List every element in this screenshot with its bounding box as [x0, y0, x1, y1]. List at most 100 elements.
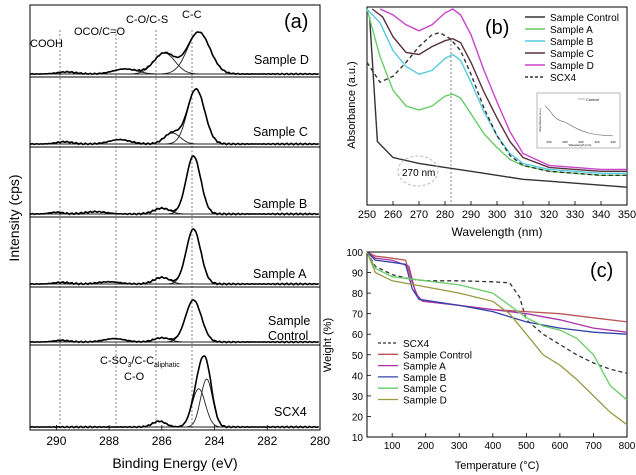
y-tick-label: 50: [352, 351, 364, 362]
xps-sample-sample-b: [29, 155, 319, 216]
x-tick-label: 300: [488, 209, 506, 221]
x-tick-label: 500: [518, 441, 535, 452]
peak-label-co: C-O/C-S: [126, 14, 168, 26]
legend-entry: Sample Control: [550, 13, 619, 24]
x-tick-label: 290: [46, 434, 66, 448]
xps-sample-sample-d: [29, 31, 319, 76]
y-tick-label: 100: [346, 248, 363, 259]
inset-legend: Control: [586, 97, 599, 102]
panel-a-label: (a): [284, 11, 308, 33]
inset-curve: [544, 105, 614, 137]
x-tick-label: 600: [552, 441, 569, 452]
x-tick-label: 340: [592, 209, 610, 221]
legend-entry: Sample A: [550, 25, 593, 36]
x-tick-label: 100: [384, 441, 401, 452]
x-tick-label: 286: [152, 434, 172, 448]
panel-b-ticks: 250 260 270 280 290 300 310 320 330 340 350: [358, 201, 636, 221]
sample-label-b: Sample B: [253, 197, 307, 211]
x-tick-label: 700: [585, 441, 602, 452]
legend-entry: Sample B: [550, 37, 594, 48]
panel-c-curves: [366, 251, 628, 426]
scx4-bond-label: C-SO3/C-Caliphatic: [100, 355, 180, 369]
legend-entry: Sample Control: [403, 350, 472, 361]
panel-b-curves: [366, 8, 628, 188]
panel-b-inset: 260 280 300 320 340 Control Absorbance (a.u.…: [536, 92, 621, 149]
panel-b-label: (b): [485, 17, 509, 39]
x-tick-label: 300: [451, 441, 468, 452]
panel-a-dividers: [30, 76, 320, 346]
sample-label-control-2: Control: [268, 329, 308, 343]
y-tick-label: 60: [352, 330, 364, 341]
sample-label-a: Sample A: [253, 267, 307, 281]
sample-label-control-1: Sample: [268, 314, 310, 328]
x-tick-label: 350: [618, 209, 636, 221]
peak-label-cooh: COOH: [30, 38, 63, 50]
uv-series-sample-b: [366, 8, 627, 174]
panel-c-ticks: 100 200 300 400 500 600 700 800 10 20 30 40 50 60 70 80…: [346, 248, 635, 452]
inset-xlabel: Wavelength (nm): [569, 143, 592, 147]
x-tick-label: 284: [205, 434, 225, 448]
panel-a-curves: [29, 31, 319, 429]
inset-tick-label: 300: [578, 140, 583, 144]
panel-b: 250 260 270 280 290 300 310 320 330 340 350 270 nm…: [346, 6, 636, 239]
envelope-curve: [29, 87, 319, 146]
x-tick-label: 288: [99, 434, 119, 448]
x-tick-label: 250: [358, 209, 376, 221]
x-tick-label: 800: [619, 441, 636, 452]
x-tick-label: 400: [484, 441, 501, 452]
y-tick-label: 30: [352, 392, 364, 403]
inset-tick-label: 260: [546, 140, 551, 144]
y-tick-label: 80: [352, 289, 364, 300]
legend-entry: Sample A: [403, 362, 446, 373]
inset-curve-group: 260 280 300 320 340: [544, 98, 616, 144]
uv-series-sample-control: [368, 16, 628, 188]
inset-tick-label: 340: [610, 140, 615, 144]
peak-label-oco: OCO/C=O: [74, 26, 125, 38]
envelope-curve: [29, 355, 319, 429]
panel-c-ylabel: Weight (%): [322, 318, 334, 372]
tga-series-sample-c: [366, 251, 628, 401]
y-tick-label: 90: [352, 269, 364, 280]
x-tick-label: 290: [462, 209, 480, 221]
uv-series-scx4: [366, 31, 627, 176]
legend-entry: SCX4: [403, 339, 430, 350]
panel-b-xlabel: Wavelength (nm): [452, 225, 543, 239]
tga-series-sample-b: [366, 251, 628, 335]
envelope-curve: [29, 155, 319, 216]
legend-entry: Sample D: [550, 61, 594, 72]
x-tick-label: 330: [566, 209, 584, 221]
sample-label-scx4: SCX4: [274, 405, 307, 419]
annotation-circle: [397, 155, 439, 187]
tga-series-scx4: [366, 251, 628, 374]
y-tick-label: 70: [352, 310, 364, 321]
panel-a-ylabel: Intensity (cps): [6, 174, 22, 261]
xps-sample-sample-control: [29, 299, 319, 344]
legend-entry: Sample C: [403, 384, 447, 395]
uv-series-sample-c: [371, 8, 627, 172]
x-tick-label: 270: [410, 209, 428, 221]
envelope-curve: [29, 299, 319, 344]
envelope-curve: [29, 31, 319, 76]
x-tick-label: 260: [384, 209, 402, 221]
sample-label-c: Sample C: [253, 125, 308, 139]
scx4-co-label: C-O: [124, 371, 145, 383]
xps-sample-scx4: [29, 355, 319, 429]
panel-c-xlabel: Temperature (°C): [455, 460, 539, 472]
peak-label-cc: C-C: [182, 9, 202, 21]
sample-label-d: Sample D: [254, 53, 309, 67]
fit-component-1: [30, 378, 319, 428]
panel-c: 100 200 300 400 500 600 700 800 10 20 30 40 50 60 70 80…: [322, 248, 636, 472]
uv-series-sample-d: [379, 8, 627, 171]
envelope-curve: [29, 228, 319, 286]
inset-tick-label: 280: [562, 140, 567, 144]
legend-entry: Sample C: [550, 49, 594, 60]
x-tick-label: 280: [436, 209, 454, 221]
x-tick-label: 282: [257, 434, 277, 448]
tga-series-sample-control: [366, 251, 628, 323]
inset-ylabel: Absorbance (a.u.): [538, 108, 542, 132]
y-tick-label: 20: [352, 412, 364, 423]
y-tick-label: 10: [352, 433, 364, 444]
panel-c-frame: [366, 251, 628, 438]
